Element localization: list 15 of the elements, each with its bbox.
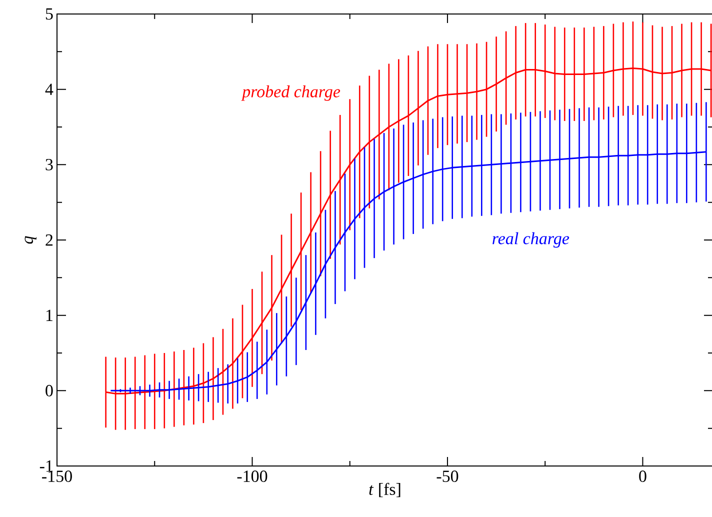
text: real charge xyxy=(492,232,570,248)
y-axis-title: q xyxy=(24,236,36,244)
y-tick-label: 4 xyxy=(45,84,54,95)
y-tick-label: -1 xyxy=(40,460,52,472)
y-tick-label: 1 xyxy=(46,310,52,321)
x-tick-label: -100 xyxy=(237,470,268,482)
x-tick-label: -50 xyxy=(436,470,458,482)
x-axis-title: t [fs] xyxy=(369,482,400,498)
text: probed charge xyxy=(241,85,340,101)
y-tick-label: 2 xyxy=(46,234,53,246)
y-tick-label: 5 xyxy=(46,8,53,20)
y-tick-label: 3 xyxy=(46,158,53,170)
y-tick-label: 0 xyxy=(46,384,53,396)
x-tick-label: -150 xyxy=(42,470,72,482)
x-tick-label: 0 xyxy=(639,470,646,482)
